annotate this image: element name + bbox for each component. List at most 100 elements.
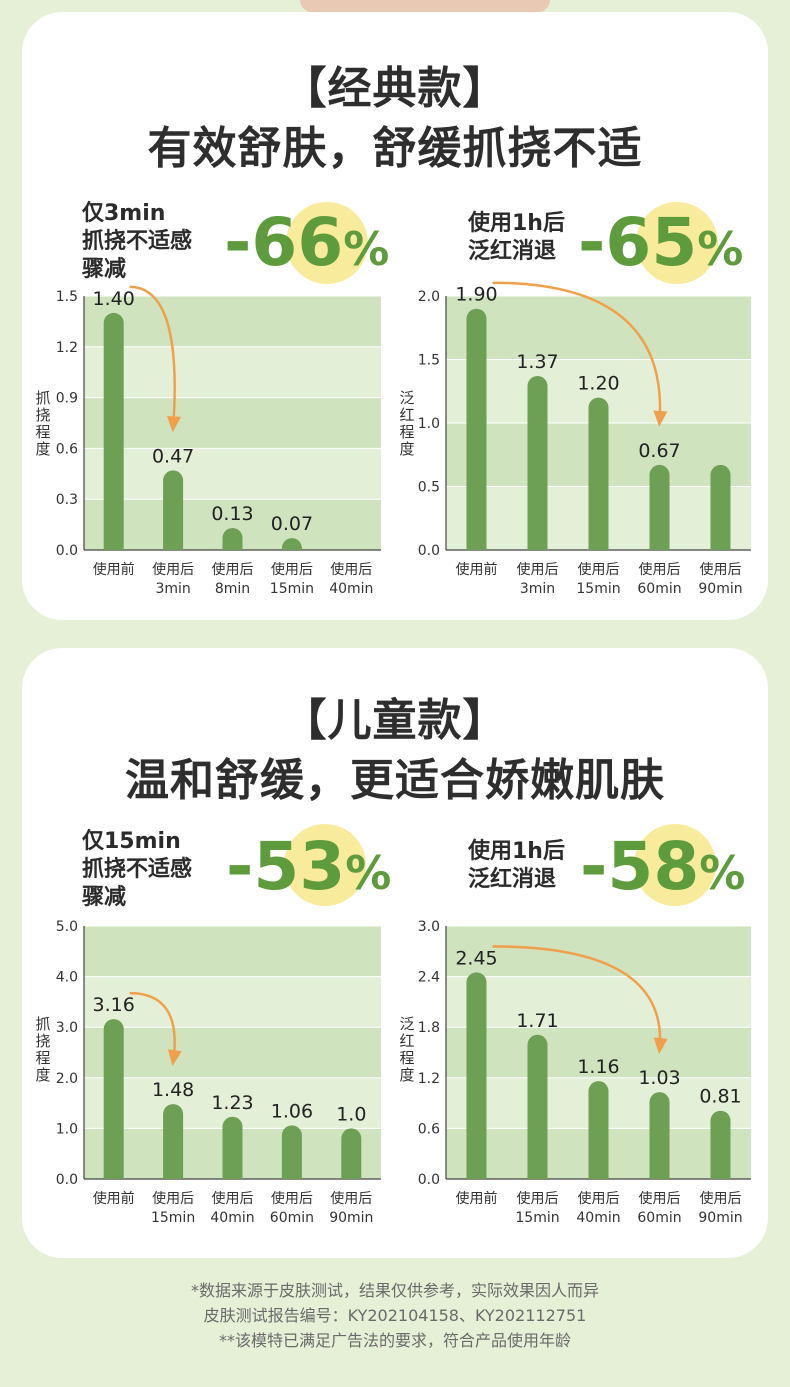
x-tick-label: 使用前 bbox=[456, 1190, 498, 1207]
bar bbox=[710, 1110, 731, 1179]
grid-band bbox=[446, 926, 751, 977]
x-tick-label: 15min bbox=[151, 1210, 195, 1226]
x-tick-label: 使用后 bbox=[212, 1190, 254, 1207]
x-tick-label: 90min bbox=[698, 1210, 742, 1226]
y-tick-label: 1.5 bbox=[56, 289, 78, 305]
data-label: 0.47 bbox=[152, 445, 194, 467]
grid-band bbox=[84, 448, 381, 500]
bar bbox=[281, 538, 302, 550]
stat-number: -65 bbox=[578, 204, 698, 281]
data-label: 2.45 bbox=[455, 947, 497, 969]
data-label: 1.40 bbox=[93, 288, 135, 310]
y-tick-label: 0.0 bbox=[56, 543, 78, 559]
y-tick-label: 0.0 bbox=[418, 1172, 440, 1188]
stat-unit: % bbox=[343, 222, 390, 276]
highlight-circle bbox=[636, 202, 718, 284]
kids-subtitle: 温和舒缓，更适合娇嫩肌肤 bbox=[125, 755, 665, 806]
x-tick-label: 使用前 bbox=[93, 1190, 135, 1207]
trend-arrow-head bbox=[167, 1049, 182, 1067]
x-tick-label: 使用后 bbox=[700, 1190, 742, 1207]
x-tick-label: 使用后 bbox=[639, 1190, 681, 1207]
y-tick-label: 0.3 bbox=[56, 492, 78, 508]
x-tick-label: 使用后 bbox=[271, 561, 313, 578]
y-tick-label: 4.0 bbox=[56, 970, 78, 986]
stat-unit: % bbox=[699, 846, 746, 900]
stat-line: 泛红消退 bbox=[468, 239, 557, 264]
stat-line: 骤减 bbox=[82, 885, 127, 910]
classic-left-stat-label: 仅3min 抓挠不适感 骤减 bbox=[82, 200, 192, 284]
data-label: 1.90 bbox=[455, 284, 497, 306]
x-tick-label: 使用后 bbox=[578, 1190, 620, 1207]
x-tick-label: 使用前 bbox=[93, 561, 135, 578]
y-tick-label: 3.0 bbox=[56, 1020, 78, 1036]
data-label: 0.67 bbox=[638, 440, 680, 462]
x-tick-label: 使用后 bbox=[517, 1190, 559, 1207]
x-tick-label: 3min bbox=[155, 581, 190, 597]
y-tick-label: 0.9 bbox=[56, 391, 78, 407]
stat-line: 使用1h后 bbox=[468, 839, 565, 864]
bar bbox=[281, 1125, 302, 1179]
data-label: 1.20 bbox=[577, 373, 619, 395]
x-tick-label: 60min bbox=[270, 1210, 314, 1226]
y-tick-label: 0.6 bbox=[56, 441, 78, 457]
bar bbox=[588, 1081, 609, 1179]
kids-redness-chart: 0.0 0.6 1.2 1.8 2.4 3.0 2.45 使用前 1.71 使用后 15min 1.1… bbox=[376, 896, 771, 1239]
kids-right-stat-label: 使用1h后 泛红消退 bbox=[468, 838, 565, 894]
stat-line: 仅15min bbox=[82, 829, 181, 854]
x-tick-label: 使用后 bbox=[212, 561, 254, 578]
grid-band bbox=[446, 296, 751, 360]
kids-title: 【儿童款】 bbox=[282, 695, 508, 746]
y-tick-label: 0.0 bbox=[418, 543, 440, 559]
classic-title: 【经典款】 bbox=[282, 63, 508, 114]
kids-left-stat-label: 仅15min 抓挠不适感 骤减 bbox=[82, 828, 192, 912]
x-tick-label: 使用后 bbox=[700, 561, 742, 578]
grid-band bbox=[84, 976, 381, 1028]
y-tick-label: 0.5 bbox=[418, 480, 440, 496]
y-tick-label: 1.2 bbox=[418, 1071, 440, 1087]
data-label: 1.48 bbox=[152, 1079, 194, 1101]
x-tick-label: 使用后 bbox=[639, 561, 681, 578]
x-tick-label: 使用后 bbox=[517, 561, 559, 578]
bar bbox=[710, 464, 731, 550]
x-tick-label: 90min bbox=[698, 581, 742, 597]
y-tick-label: 1.0 bbox=[56, 1121, 78, 1137]
bar bbox=[163, 470, 184, 550]
x-tick-label: 60min bbox=[637, 1210, 681, 1226]
x-tick-label: 15min bbox=[515, 1210, 559, 1226]
x-tick-label: 15min bbox=[270, 581, 314, 597]
classic-scratch-ylabel: 抓挠程度 bbox=[35, 389, 51, 458]
stat-number: -58 bbox=[580, 828, 700, 905]
bar bbox=[649, 1092, 670, 1179]
kids-redness-svg: 0.0 0.6 1.2 1.8 2.4 3.0 2.45 使用前 1.71 使用后 15min 1.1… bbox=[418, 919, 751, 1226]
bar bbox=[649, 464, 670, 550]
data-label: 1.0 bbox=[336, 1103, 366, 1125]
stat-line: 仅3min bbox=[82, 201, 166, 226]
kids-scratch-svg: 0.0 1.0 2.0 3.0 4.0 5.0 3.16 使用前 1.48 使用后 15min 1.2… bbox=[56, 919, 381, 1226]
trend-arrow bbox=[492, 945, 662, 1051]
trend-arrow bbox=[492, 281, 662, 423]
bar bbox=[222, 1116, 243, 1179]
x-tick-label: 40min bbox=[576, 1210, 620, 1226]
x-tick-label: 使用后 bbox=[578, 561, 620, 578]
data-label: 0.81 bbox=[699, 1086, 741, 1108]
bar bbox=[103, 312, 124, 550]
x-tick-label: 使用后 bbox=[152, 1190, 194, 1207]
classic-right-stat-label: 使用1h后 泛红消退 bbox=[468, 210, 565, 266]
kids-redness-ylabel: 泛红程度 bbox=[399, 1015, 415, 1084]
x-tick-label: 8min bbox=[215, 581, 250, 597]
classic-redness-chart: 0.0 0.5 1.0 1.5 2.0 1.90 使用前 1.37 使用后 3min 1.20 使用后… bbox=[376, 266, 771, 610]
x-tick-label: 40min bbox=[329, 581, 373, 597]
grid-band bbox=[84, 397, 381, 449]
data-label: 3.16 bbox=[93, 994, 135, 1016]
grid-band bbox=[446, 1027, 751, 1078]
classic-redness-svg: 0.0 0.5 1.0 1.5 2.0 1.90 使用前 1.37 使用后 3min 1.20 使用后… bbox=[418, 281, 751, 597]
bar bbox=[588, 397, 609, 550]
kids-right-stat-value: -58% bbox=[580, 832, 745, 908]
x-tick-label: 90min bbox=[329, 1210, 373, 1226]
data-label: 0.13 bbox=[211, 503, 253, 525]
x-tick-label: 使用后 bbox=[271, 1190, 313, 1207]
x-tick-label: 使用后 bbox=[330, 1190, 372, 1207]
y-tick-label: 2.0 bbox=[56, 1071, 78, 1087]
y-tick-label: 5.0 bbox=[56, 919, 78, 935]
y-tick-label: 0.6 bbox=[418, 1121, 440, 1137]
